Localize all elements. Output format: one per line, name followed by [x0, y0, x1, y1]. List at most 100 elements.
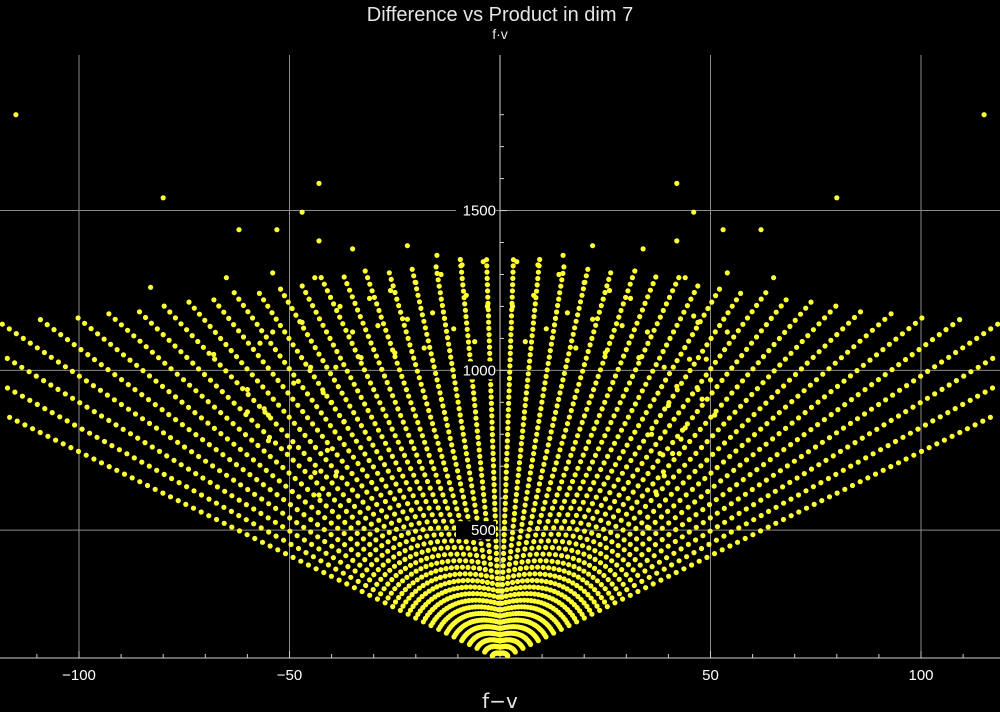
data-point: [258, 510, 264, 516]
data-point: [491, 469, 497, 475]
data-point: [851, 344, 857, 350]
data-point: [519, 434, 525, 440]
data-point: [465, 513, 471, 520]
data-point: [501, 550, 507, 557]
data-point: [485, 313, 492, 319]
data-point: [834, 490, 840, 496]
data-point: [834, 383, 841, 389]
data-point: [220, 452, 226, 458]
data-point: [645, 514, 651, 520]
data-point: [714, 464, 720, 471]
data-point: [536, 481, 543, 487]
data-point: [499, 588, 505, 594]
data-point: [577, 426, 583, 432]
data-point: [321, 281, 327, 287]
data-point: [154, 467, 160, 473]
data-point: [443, 328, 450, 334]
data-point: [452, 571, 458, 578]
data-point: [379, 533, 386, 539]
data-point: [525, 377, 531, 383]
data-point: [647, 403, 653, 409]
data-point: [583, 355, 589, 361]
data-point: [486, 542, 492, 548]
data-point: [416, 585, 422, 591]
data-point: [504, 438, 510, 444]
data-point: [370, 511, 377, 517]
data-point: [551, 416, 557, 422]
data-point: [480, 259, 486, 265]
data-point: [276, 402, 282, 408]
data-point: [402, 556, 408, 563]
data-point: [885, 443, 891, 449]
data-point: [429, 421, 436, 427]
data-point: [392, 433, 398, 439]
data-point: [522, 402, 528, 409]
data-point: [545, 442, 551, 448]
data-point: [639, 416, 646, 422]
data-point: [533, 551, 540, 557]
data-point: [683, 492, 689, 498]
data-point: [903, 409, 909, 415]
data-point: [889, 367, 895, 373]
data-point: [415, 292, 421, 298]
data-point: [332, 406, 338, 412]
data-point: [287, 515, 293, 521]
data-point: [895, 413, 902, 419]
data-point: [175, 498, 181, 504]
data-point: [478, 591, 484, 597]
data-point: [299, 209, 305, 215]
data-point: [442, 322, 449, 328]
data-point: [509, 536, 515, 542]
data-point: [578, 375, 584, 381]
data-point: [340, 321, 346, 327]
data-point: [682, 275, 688, 281]
data-point: [229, 524, 235, 530]
data-point: [419, 549, 425, 555]
data-point: [379, 552, 385, 558]
data-point: [714, 524, 721, 530]
data-point: [918, 448, 925, 454]
data-point: [628, 457, 634, 464]
data-point: [503, 469, 509, 475]
data-point: [129, 475, 135, 481]
data-point: [713, 497, 719, 503]
data-point: [602, 289, 608, 296]
data-point: [351, 585, 357, 591]
data-point: [543, 326, 549, 332]
data-point: [607, 567, 613, 573]
data-point: [649, 425, 655, 431]
data-point: [531, 539, 537, 545]
data-point: [131, 333, 137, 339]
data-point: [167, 435, 174, 441]
data-point: [382, 600, 388, 606]
data-point: [719, 547, 725, 553]
data-point: [602, 399, 608, 405]
data-point: [495, 588, 501, 594]
data-point: [267, 453, 273, 460]
data-point: [603, 545, 609, 551]
data-point: [409, 592, 415, 598]
data-point: [408, 400, 414, 406]
data-point: [516, 460, 523, 466]
data-point: [521, 509, 527, 515]
data-point: [981, 112, 987, 118]
data-point: [559, 553, 565, 559]
data-point: [261, 297, 267, 303]
data-point: [557, 290, 563, 296]
data-point: [408, 522, 414, 528]
data-point: [663, 301, 670, 307]
data-point: [618, 360, 624, 366]
data-point: [718, 402, 725, 408]
data-point: [482, 591, 488, 598]
data-point: [923, 342, 929, 348]
data-point: [258, 525, 264, 531]
data-point: [626, 340, 632, 346]
data-point: [555, 559, 561, 565]
data-point: [280, 464, 286, 471]
data-point: [713, 408, 719, 414]
data-point: [234, 380, 240, 386]
data-point: [438, 396, 444, 402]
data-point: [296, 463, 302, 469]
data-point: [211, 425, 217, 431]
data-point: [722, 347, 728, 353]
